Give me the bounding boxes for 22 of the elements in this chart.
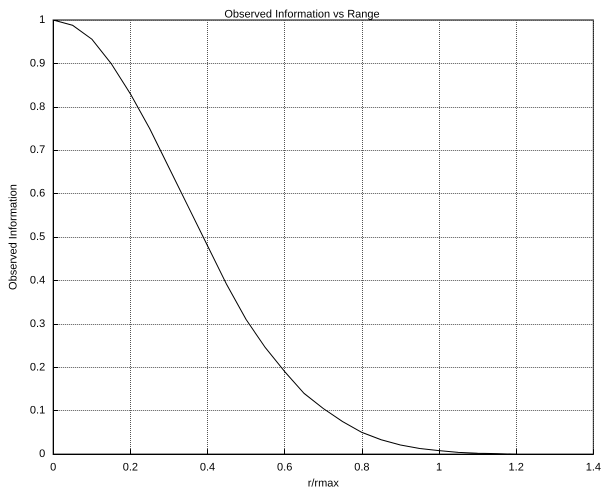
y-tick-label: 0.3 [30, 318, 46, 330]
y-tick-label: 0 [39, 448, 46, 460]
x-tick-label: 1 [436, 462, 442, 474]
y-tick-label: 0.8 [30, 100, 46, 113]
y-tick-label: 0.9 [30, 57, 46, 70]
y-tick-label: 0.7 [30, 144, 46, 156]
x-tick-label: 0.4 [200, 462, 216, 474]
y-tick-label: 0.4 [30, 274, 46, 286]
y-tick-label: 0.1 [30, 404, 46, 417]
y-tick-label: 1 [39, 14, 46, 26]
y-tick-label: 0.6 [30, 188, 46, 200]
x-tick-label: 1.4 [586, 462, 602, 474]
x-tick-label: 0.2 [122, 462, 138, 474]
y-axis-title: Observed Information [8, 184, 20, 290]
chart-title: Observed Information vs Range [224, 8, 380, 20]
x-axis-title: r/rmax [308, 478, 340, 490]
x-tick-label: 0 [50, 462, 56, 474]
y-tick-label: 0.2 [30, 361, 46, 374]
y-tick-label: 0.5 [30, 231, 46, 244]
x-tick-label: 0.6 [277, 462, 292, 474]
x-tick-label: 0.8 [354, 462, 370, 474]
x-tick-label: 1.2 [508, 462, 524, 474]
